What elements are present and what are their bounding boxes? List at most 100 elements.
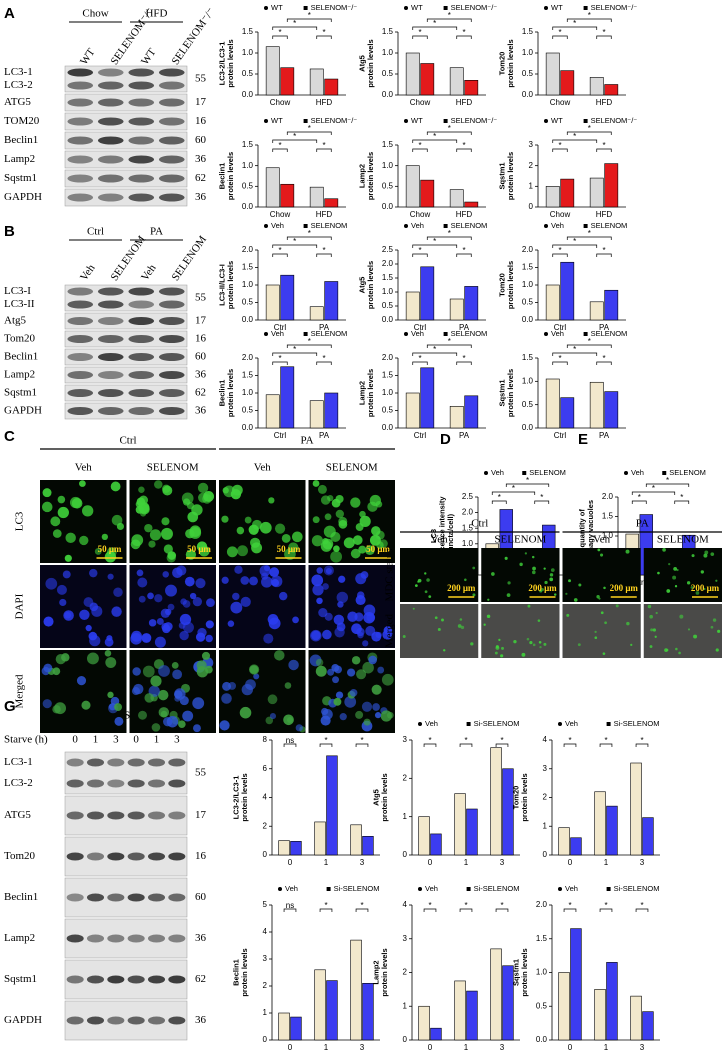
legend-marker <box>606 722 611 726</box>
legend-marker <box>264 224 268 228</box>
kda-label: 62 <box>195 172 206 184</box>
column-label: SELENOM <box>657 534 709 546</box>
significance-label: * <box>322 246 325 255</box>
group-label: Ctrl <box>87 226 104 238</box>
cell-signal <box>381 673 394 686</box>
y-axis-label: protein levels <box>366 152 375 200</box>
cell-signal <box>380 710 392 722</box>
cell-signal <box>426 578 430 582</box>
blot-strip <box>64 131 188 150</box>
y-tick-label: 1.5 <box>242 371 254 380</box>
cell-signal <box>674 585 678 588</box>
significance-bracket <box>283 743 297 747</box>
legend-marker <box>404 332 408 336</box>
cell-signal <box>165 584 177 597</box>
bar <box>350 939 362 1041</box>
cell-signal <box>350 548 361 559</box>
y-tick-label: 1.0 <box>522 280 534 289</box>
bar <box>589 301 604 321</box>
significance-bracket <box>495 908 509 912</box>
cell-signal <box>470 642 474 646</box>
row-label: MDC stains <box>384 549 396 602</box>
cell-signal <box>76 676 87 686</box>
y-tick-label: 0.0 <box>242 315 254 324</box>
significance-label: * <box>640 736 643 745</box>
bar <box>606 962 618 1041</box>
cell-signal <box>189 592 197 600</box>
cell-signal <box>141 633 152 643</box>
cell-signal <box>172 567 183 579</box>
group-label: Ctrl <box>471 518 488 530</box>
row-label: GAPDH <box>4 405 42 417</box>
significance-label: * <box>526 476 529 485</box>
bar <box>265 394 280 429</box>
y-tick-label: 1 <box>263 1008 268 1017</box>
significance-bracket <box>412 35 428 39</box>
micrograph <box>643 548 722 602</box>
y-axis-label: protein levels <box>506 152 515 200</box>
cell-signal <box>597 548 601 552</box>
significance-label: * <box>462 354 465 363</box>
significance-label: * <box>498 493 501 502</box>
row-label: Lamp2 <box>4 932 35 944</box>
cell-signal <box>715 579 718 582</box>
x-tick-label: Ctrl <box>414 323 427 332</box>
bar <box>604 163 619 208</box>
cell-signal <box>94 548 102 555</box>
blot-band <box>168 1016 186 1025</box>
blot-band <box>107 758 125 767</box>
y-axis-label: protein levels <box>520 773 529 821</box>
cell-signal <box>673 567 678 571</box>
kda-label: 36 <box>195 405 207 417</box>
bar <box>630 995 642 1041</box>
micrograph <box>400 548 479 602</box>
cell-signal <box>205 620 214 629</box>
cell-signal <box>312 480 320 487</box>
legend-marker <box>443 224 448 228</box>
cell-signal <box>549 573 554 577</box>
cell-signal <box>226 546 238 558</box>
cell-signal <box>178 720 186 728</box>
cell-signal <box>237 545 248 557</box>
legend-label: Veh <box>425 719 438 728</box>
legend-marker <box>544 224 548 228</box>
significance-label: * <box>293 237 296 246</box>
cell-signal <box>88 631 98 641</box>
cell-signal <box>675 647 678 651</box>
y-tick-label: 2.0 <box>522 245 534 254</box>
blot-band <box>147 893 166 902</box>
cell-signal <box>531 555 535 559</box>
y-tick-label: 0.5 <box>242 69 254 78</box>
legend-label: SELENOM⁻/⁻ <box>451 116 498 125</box>
cell-signal <box>578 583 582 587</box>
cell-signal <box>565 592 568 595</box>
column-label: Veh <box>254 462 272 474</box>
cell-signal <box>181 492 194 505</box>
cell-signal <box>615 604 619 608</box>
bar <box>545 186 560 208</box>
cell-signal <box>269 567 280 578</box>
blot-band <box>158 389 185 397</box>
y-axis-label: Tom20 <box>511 786 520 810</box>
row-label: Lamp2 <box>4 153 35 165</box>
cell-signal <box>197 482 209 494</box>
cell-signal <box>149 529 162 541</box>
blot-band <box>67 174 94 183</box>
cell-signal <box>524 552 528 555</box>
bar <box>642 817 654 856</box>
cell-signal <box>85 624 92 632</box>
scale-label: 50 μm <box>187 544 211 554</box>
cell-signal <box>599 553 604 557</box>
x-tick-label: 3 <box>640 858 645 867</box>
kda-label: 36 <box>195 932 207 944</box>
legend-marker <box>558 887 562 891</box>
blot-band <box>158 335 185 343</box>
cell-signal <box>327 668 335 676</box>
y-tick-label: 1.5 <box>536 934 548 943</box>
cell-signal <box>598 597 601 600</box>
cell-signal <box>464 578 467 582</box>
y-tick-label: 1 <box>529 181 534 190</box>
blot-band <box>97 98 124 107</box>
cell-signal <box>163 544 173 554</box>
bar <box>405 165 420 208</box>
